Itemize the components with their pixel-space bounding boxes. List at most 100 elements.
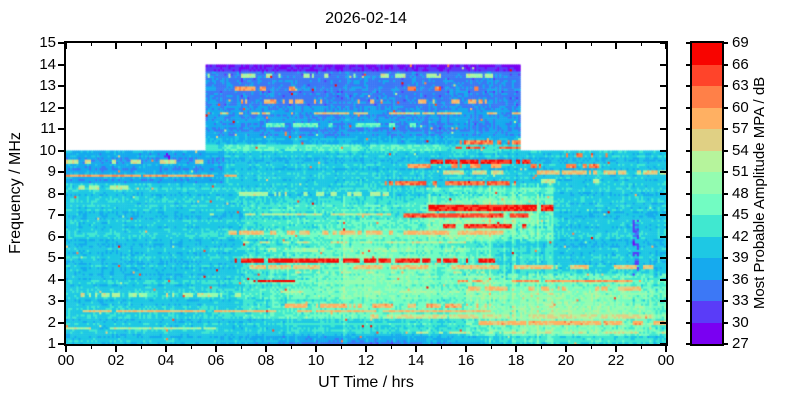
y-axis-tick [58,214,64,216]
y-axis-title: Frequency / MHz [7,132,24,254]
y-axis-tick [58,257,64,259]
y-axis-tick [58,192,64,195]
y-axis-tick [58,171,64,173]
colorbar-tick-label: 57 [732,120,749,137]
colorbar-segment [692,279,722,301]
colorbar-tick-mirror [724,214,728,216]
x-axis-title: UT Time / hrs [318,374,414,391]
x-axis-tick-mirror [290,43,292,46]
x-axis-tick [640,346,642,349]
colorbar-segment [692,215,722,237]
x-axis-tick-mirror [115,43,117,49]
x-axis-tick [415,346,417,352]
x-axis-tick [340,346,342,349]
colorbar-tick-label: 63 [732,77,749,94]
colorbar-segment [692,107,722,129]
x-axis-tick [315,346,317,352]
y-tick-label: 6 [47,227,56,245]
colorbar-tick-label: 69 [732,34,749,51]
y-axis-tick-mirror [660,214,666,216]
x-axis-tick-mirror [415,43,417,49]
x-axis-tick-mirror [90,43,92,46]
x-axis-tick [65,346,67,352]
x-axis-tick [565,346,567,352]
colorbar-segment [692,193,722,215]
x-axis-tick [465,346,467,352]
y-axis-tick-mirror [660,192,666,195]
colorbar-tick [686,149,690,152]
colorbar-tick [686,128,690,130]
x-axis-tick-mirror [540,43,542,46]
y-tick-label: 13 [39,77,56,94]
y-axis-tick-mirror [660,171,666,173]
colorbar-segment [692,322,722,344]
y-axis-tick-mirror [660,257,666,259]
colorbar-tick-mirror [724,106,728,109]
x-axis-tick-mirror [665,43,667,49]
colorbar-tick-mirror [724,300,728,302]
colorbar [690,41,724,346]
y-axis-tick-mirror [660,85,666,87]
x-tick-label: 12 [357,352,375,369]
colorbar-segment [692,129,722,151]
x-axis-tick [590,346,592,349]
colorbar-tick-label: 30 [732,313,749,331]
colorbar-tick [686,214,690,216]
colorbar-tick [686,300,690,302]
x-axis-tick-mirror [315,43,317,49]
colorbar-tick [686,235,690,238]
y-tick-label: 1 [47,335,56,352]
colorbar-segment [692,64,722,86]
x-axis-tick-mirror [140,43,142,46]
colorbar-tick [686,106,690,109]
y-tick-label: 5 [47,249,56,266]
y-axis-tick-mirror [660,321,666,324]
colorbar-tick-mirror [724,149,728,152]
colorbar-tick [686,85,690,87]
colorbar-tick [686,63,690,66]
x-axis-tick-mirror [440,43,442,46]
colorbar-tick [686,278,690,281]
x-axis-tick [240,346,242,349]
y-axis-tick-mirror [660,300,666,302]
colorbar-tick-mirror [724,85,728,87]
x-tick-label: 16 [457,352,475,369]
x-tick-label: 00 [57,352,75,369]
y-axis-tick-mirror [660,63,666,66]
y-axis-tick [58,300,64,302]
colorbar-segment [692,258,722,280]
y-axis-tick-mirror [660,278,666,281]
y-tick-label: 14 [39,55,56,73]
x-axis-tick-mirror [615,43,617,49]
chart-title: 2026-02-14 [325,10,407,27]
x-axis-tick [665,346,667,352]
y-tick-label: 3 [47,292,56,309]
x-axis-tick-mirror [465,43,467,49]
y-tick-label: 12 [39,98,56,116]
colorbar-segment [692,86,722,108]
colorbar-tick [686,42,690,44]
x-axis-tick-mirror [365,43,367,49]
y-tick-label: 10 [39,141,56,159]
x-axis-tick-mirror [165,43,167,49]
y-axis-tick [58,235,64,238]
colorbar-tick-mirror [724,42,728,44]
x-axis-tick-mirror [65,43,67,49]
y-axis-tick [58,321,64,324]
colorbar-segment [692,172,722,194]
colorbar-tick-label: 33 [732,292,749,309]
x-tick-label: 14 [407,352,425,369]
heatmap-canvas [66,43,666,344]
y-axis-tick [58,149,64,152]
colorbar-tick-mirror [724,171,728,173]
colorbar-title: Most Probable Amplitude MPA / dB [751,76,768,310]
x-axis-tick [215,346,217,352]
x-axis-tick-mirror [590,43,592,46]
y-axis-tick [58,128,64,130]
y-axis-tick [58,278,64,281]
colorbar-tick [686,192,690,195]
colorbar-tick-mirror [724,128,728,130]
y-axis-tick [58,42,64,44]
x-axis-tick-mirror [265,43,267,49]
y-axis-tick-mirror [660,106,666,109]
